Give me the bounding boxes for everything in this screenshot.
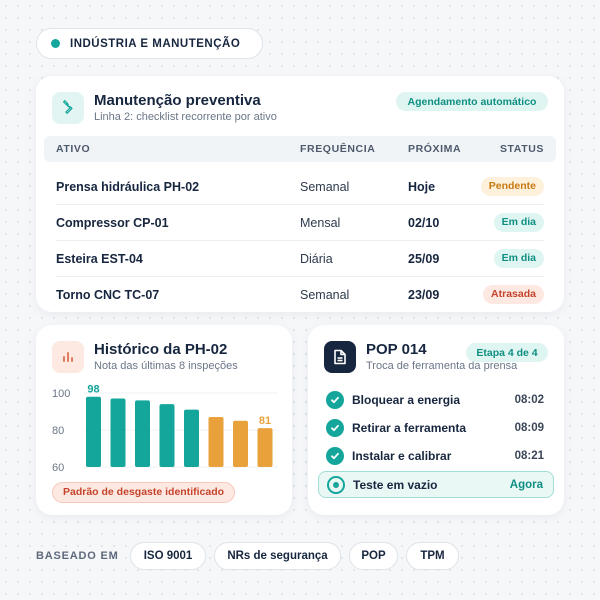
asset-next-date: 02/10 — [408, 216, 440, 230]
wrench-icon — [52, 92, 84, 124]
asset-name: Esteira EST-04 — [56, 252, 143, 266]
tag-iso9001[interactable]: ISO 9001 — [130, 542, 206, 570]
data-label: 98 — [87, 384, 99, 396]
status-badge: Atrasada — [483, 285, 544, 304]
based-on-label: BASEADO EM — [36, 550, 119, 562]
column-asset: ATIVO — [56, 143, 91, 155]
step-time: 08:21 — [514, 450, 544, 462]
inspection-chart: 60 80 100 98 81 — [52, 384, 278, 474]
asset-name: Prensa hidráulica PH-02 — [56, 180, 200, 194]
status-badge: Em dia — [493, 249, 544, 268]
asset-name: Compressor CP-01 — [56, 216, 169, 230]
checklist-step[interactable]: Retirar a ferramenta 08:09 — [318, 415, 554, 441]
tag-pop[interactable]: POP — [349, 542, 398, 570]
bar — [184, 409, 199, 467]
bar — [159, 404, 175, 467]
checklist-step[interactable]: Bloquear a energia 08:02 — [318, 387, 554, 413]
y-tick-label: 60 — [52, 462, 64, 474]
data-label: 81 — [259, 415, 271, 427]
table-row[interactable]: Compressor CP-01 Mensal 02/10 Em dia — [56, 205, 544, 241]
checklist-step[interactable]: Instalar e calibrar 08:21 — [318, 443, 554, 469]
step-label: Retirar a ferramenta — [352, 421, 467, 435]
card-subtitle: Nota das últimas 8 inspeções — [94, 360, 238, 372]
step-label: Teste em vazio — [353, 478, 438, 492]
column-status: STATUS — [499, 143, 544, 155]
asset-frequency: Diária — [300, 252, 333, 266]
bar — [257, 428, 273, 467]
table-row[interactable]: Prensa hidráulica PH-02 Semanal Hoje Pen… — [56, 169, 544, 205]
section-label: INDÚSTRIA E MANUTENÇÃO — [70, 37, 241, 50]
step-label: Bloquear a energia — [352, 393, 461, 407]
y-tick-label: 100 — [52, 388, 70, 400]
step-time: Agora — [509, 479, 543, 491]
bar — [208, 417, 224, 467]
bar — [86, 396, 101, 467]
wear-warning-badge: Padrão de desgaste identificado — [52, 482, 236, 503]
check-icon — [326, 447, 344, 465]
maintenance-card: Manutenção preventiva Linha 2: checklist… — [36, 76, 564, 312]
document-icon — [324, 341, 356, 373]
status-dot — [51, 39, 60, 48]
bar — [135, 400, 150, 467]
card-subtitle: Troca de ferramenta da prensa — [366, 360, 518, 372]
tag-tpm[interactable]: TPM — [406, 542, 459, 570]
auto-schedule-badge: Agendamento automático — [396, 92, 548, 111]
asset-frequency: Semanal — [300, 180, 350, 194]
card-title: Histórico da PH-02 — [94, 341, 228, 358]
column-frequency: FREQUÊNCIA — [300, 143, 376, 155]
asset-next-date: Hoje — [408, 180, 436, 194]
column-next: PRÓXIMA — [408, 143, 462, 155]
bar — [233, 420, 248, 467]
step-time: 08:02 — [514, 394, 544, 406]
step-label: Instalar e calibrar — [352, 449, 452, 463]
tag-nrs[interactable]: NRs de segurança — [214, 542, 341, 570]
card-subtitle: Linha 2: checklist recorrente por ativo — [94, 111, 277, 123]
check-icon — [326, 391, 344, 409]
checklist-step-current[interactable]: Teste em vazio Agora — [318, 471, 554, 498]
asset-frequency: Semanal — [300, 288, 350, 302]
section-pill: INDÚSTRIA E MANUTENÇÃO — [36, 28, 263, 59]
table-row[interactable]: Esteira EST-04 Diária 25/09 Em dia — [56, 241, 544, 277]
history-card: Histórico da PH-02 Nota das últimas 8 in… — [36, 325, 292, 515]
card-title: POP 014 — [366, 341, 427, 358]
asset-name: Torno CNC TC-07 — [56, 288, 160, 302]
bar — [110, 398, 126, 467]
card-title: Manutenção preventiva — [94, 92, 261, 109]
y-tick-label: 80 — [52, 425, 64, 437]
asset-frequency: Mensal — [300, 216, 341, 230]
table-header: ATIVO FREQUÊNCIA PRÓXIMA STATUS — [44, 136, 556, 162]
pop-card: POP 014 Troca de ferramenta da prensa Et… — [308, 325, 564, 515]
check-icon — [326, 419, 344, 437]
bar-chart-icon — [52, 341, 84, 373]
asset-next-date: 25/09 — [408, 252, 440, 266]
step-time: 08:09 — [514, 422, 544, 434]
status-badge: Pendente — [480, 177, 544, 196]
step-progress-badge: Etapa 4 de 4 — [466, 343, 548, 362]
asset-next-date: 23/09 — [408, 288, 440, 302]
table-row[interactable]: Torno CNC TC-07 Semanal 23/09 Atrasada — [56, 277, 544, 313]
status-badge: Em dia — [493, 213, 544, 232]
radio-current-icon — [327, 476, 345, 494]
